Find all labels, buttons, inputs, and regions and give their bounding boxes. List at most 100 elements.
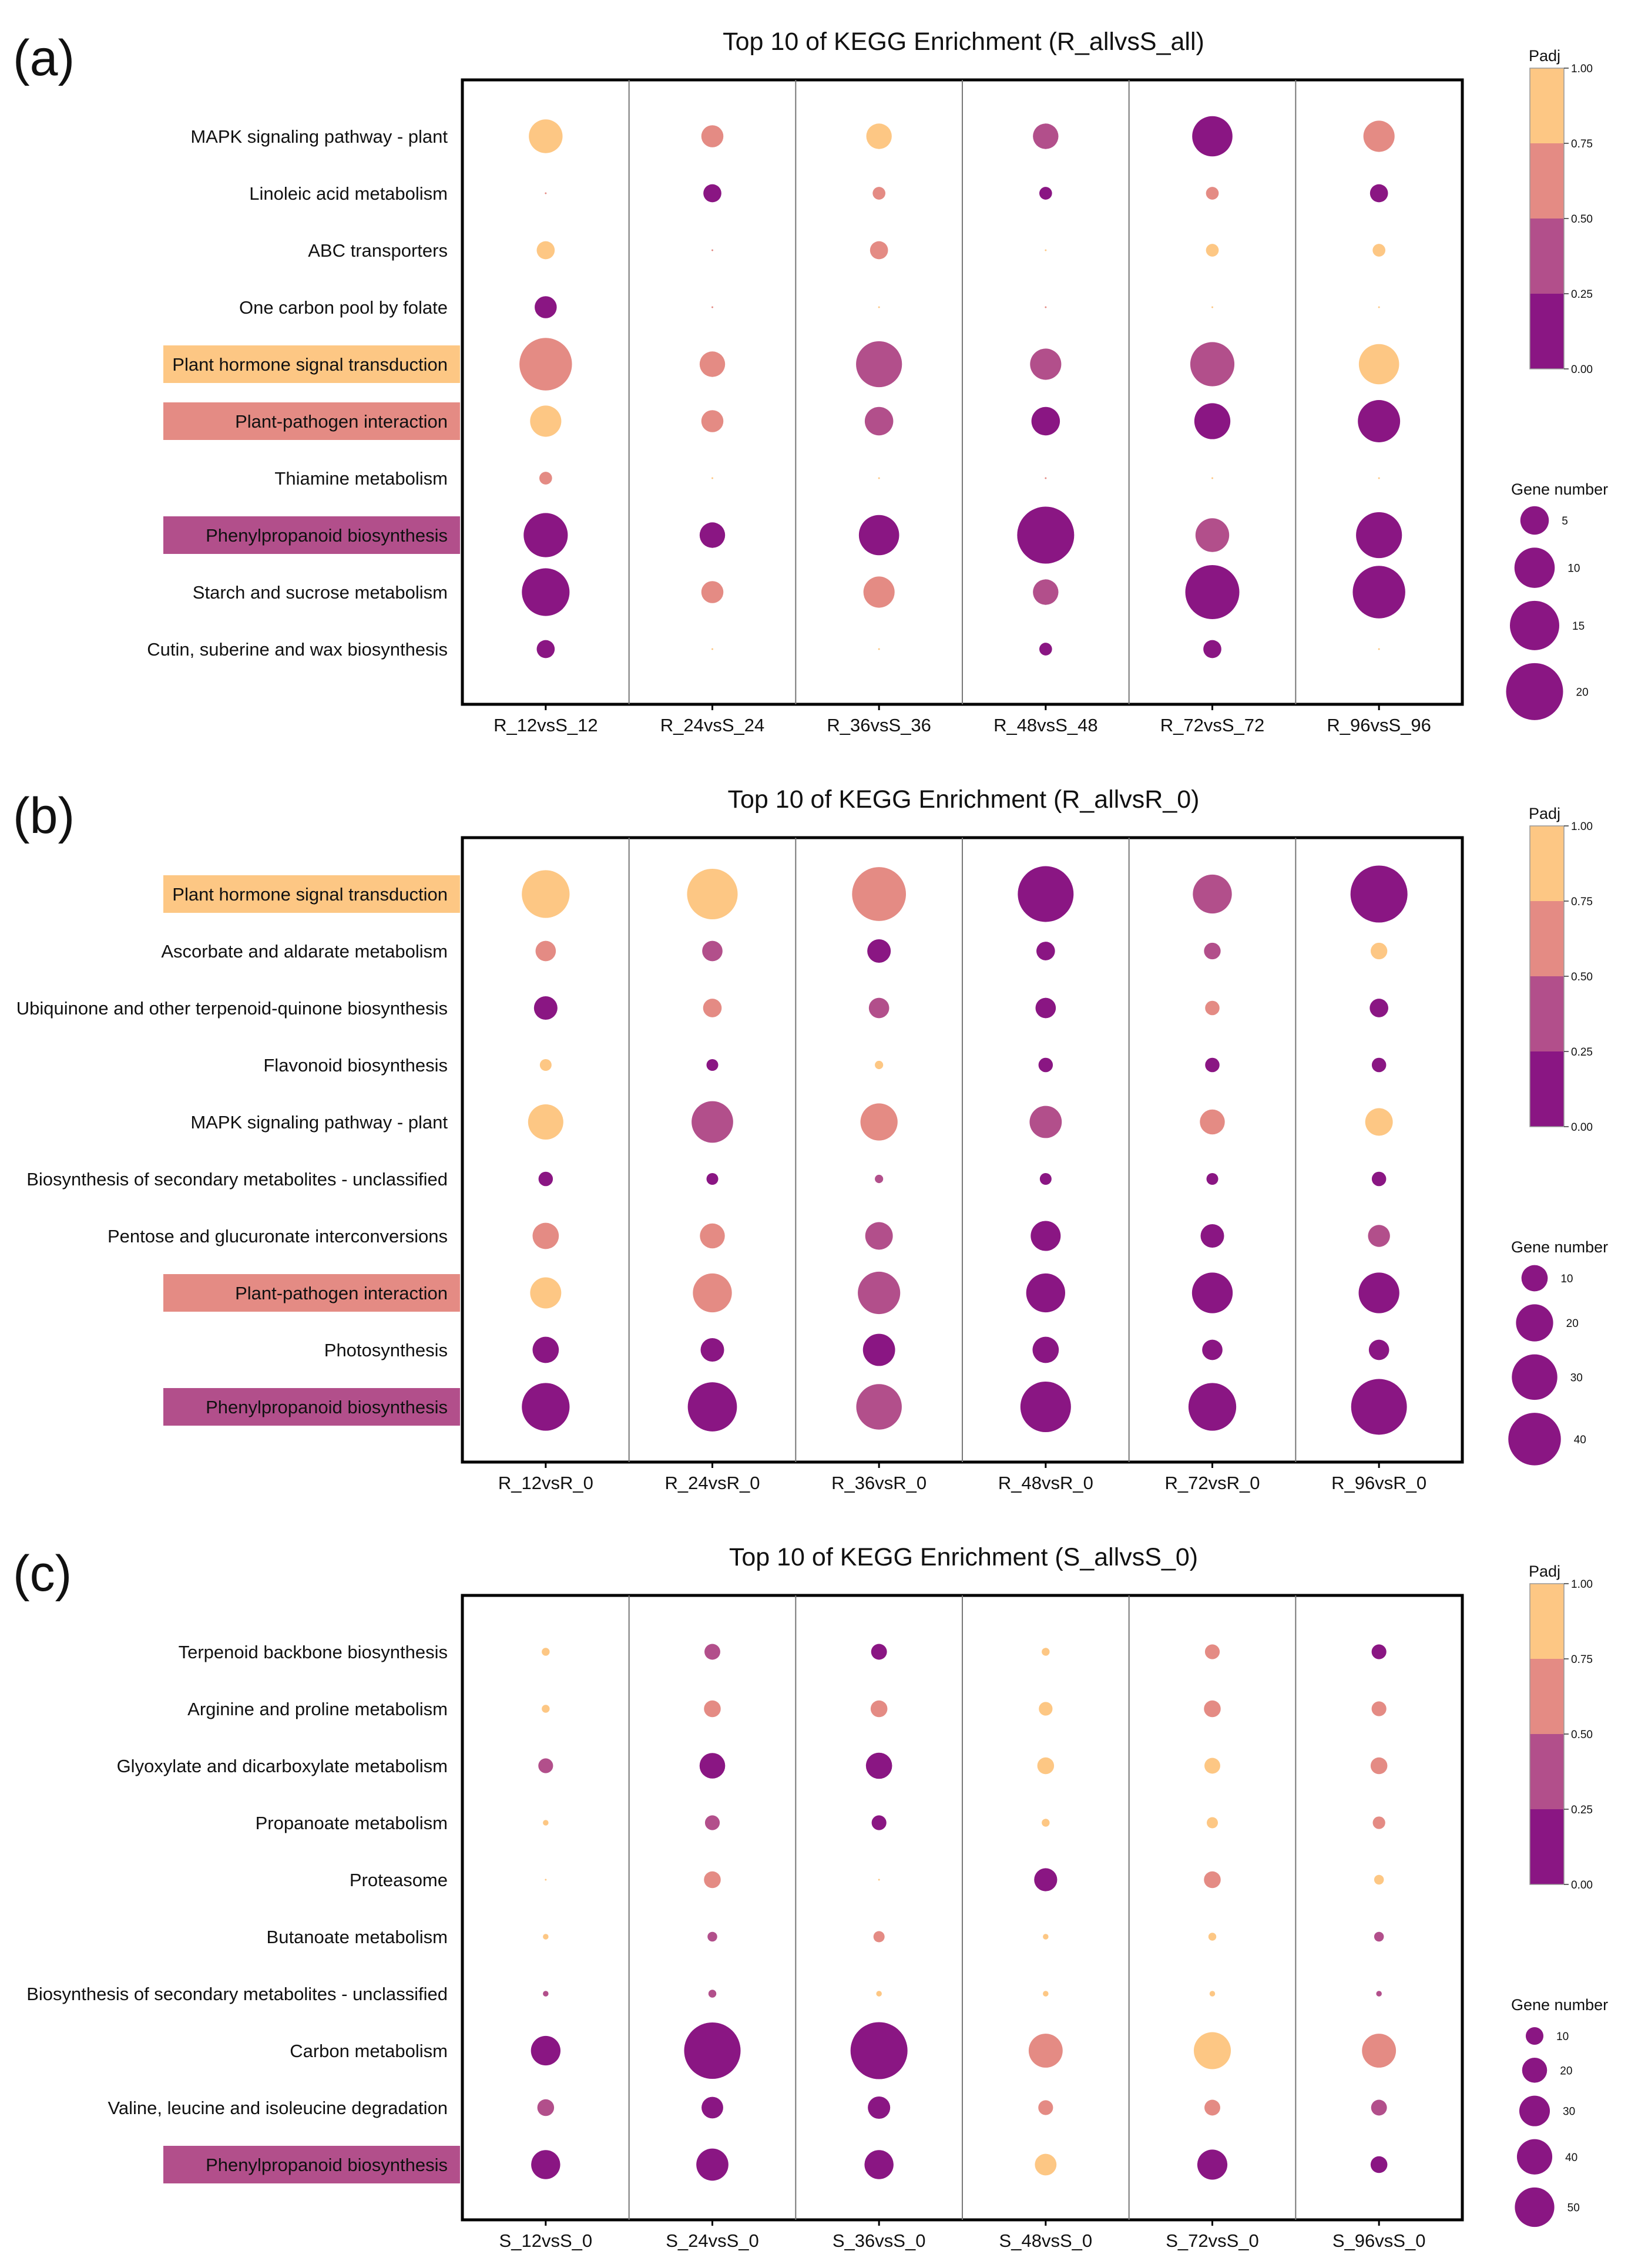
- panel-b-row-labels: Plant hormone signal transduction Ascorba…: [16, 884, 448, 1417]
- panel-c-bubble: [543, 1991, 549, 1997]
- panel-c-size-legend-label: 10: [1556, 2031, 1569, 2043]
- panel-b-bubble: [856, 1384, 902, 1430]
- panel-c-bubble: [704, 1700, 721, 1718]
- panel-a-bubble: [1195, 518, 1230, 552]
- panel-c-row-label-propanoate-metabolism: Propanoate metabolism: [256, 1813, 448, 1833]
- panel-b-bubble: [532, 1336, 559, 1363]
- panel-b-bubble: [692, 1101, 733, 1143]
- panel-b-colorbar-segment: [1530, 976, 1564, 1051]
- panel-b-colorbar-tick-label: 1.00: [1571, 821, 1593, 833]
- panel-c-column-label-s-48vss-0: S_48vsS_0: [999, 2230, 1093, 2251]
- panel-a-column-dividers: [628, 80, 1297, 704]
- panel-c-row-label-proteasome: Proteasome: [350, 1870, 448, 1890]
- panel-b-bubble: [1018, 866, 1074, 922]
- panel-c-size-legend-dot: [1515, 2187, 1555, 2227]
- panel-a-bubble: [545, 192, 547, 194]
- panel-a-column-label-r-72vss-72: R_72vsS_72: [1160, 715, 1265, 735]
- panel-c-bubble: [864, 2150, 894, 2179]
- panel-c-bubble: [1209, 1991, 1216, 1997]
- panel-a-colorbar-tick-label: 0.25: [1571, 288, 1593, 301]
- panel-a-bubble: [711, 249, 713, 251]
- panel-a-bubble: [1045, 477, 1047, 479]
- panel-a-bubble: [699, 522, 726, 548]
- panel-a-colorbar-segment: [1530, 143, 1564, 219]
- panel-c-bubble: [1376, 1991, 1382, 1997]
- panel-a-row-label-plant-pathogen-interaction: Plant-pathogen interaction: [235, 411, 448, 432]
- panel-c-bubble: [1028, 2034, 1063, 2068]
- panel-c-bubble: [868, 2096, 891, 2119]
- panel-b-bubble: [1188, 1383, 1237, 1431]
- panel-c-bubble: [1193, 2032, 1231, 2069]
- panel-c-colorbar-segment: [1530, 1584, 1564, 1659]
- panel-a-bubble: [870, 241, 888, 260]
- panel-b-size-legend: Gene number 10 20 30 40: [1508, 1238, 1608, 1466]
- panel-a-colorbar-segment: [1530, 68, 1564, 143]
- panel-b-colorbar-segment: [1530, 901, 1564, 976]
- panel-b-bubble: [875, 1060, 884, 1070]
- panel-a-row-label-mapk-signaling-pathway-plant: MAPK signaling pathway - plant: [190, 126, 448, 147]
- panel-a-bubble: [856, 341, 902, 388]
- panel-c-bubble: [1370, 1757, 1388, 1775]
- panel-b-bubbles: [522, 865, 1408, 1435]
- panel-b-bubble: [1351, 1379, 1407, 1435]
- panel-b-bubble: [687, 868, 738, 920]
- panel-c-bubble: [1037, 1757, 1055, 1775]
- panel-a-column-label-r-48vss-48: R_48vsS_48: [993, 715, 1098, 735]
- panel-b-title: Top 10 of KEGG Enrichment (R_allvsR_0): [728, 785, 1200, 814]
- panel-a-bubble: [1363, 120, 1395, 152]
- panel-b-highlight-phenylpropanoid-biosynthesis: [163, 1388, 460, 1426]
- panel-b-highlight-plant-hormone-signal-transduction: [163, 875, 460, 913]
- panel-a-bubble: [539, 472, 552, 485]
- panel-b-bubble: [862, 1333, 895, 1366]
- panel-b-column-label-r-12vsr-0: R_12vsR_0: [498, 1473, 593, 1493]
- panel-b-row-label-pentose-and-glucuronate-interconversions: Pentose and glucuronate interconversions: [108, 1226, 448, 1246]
- panel-c-bubble: [1043, 1934, 1049, 1940]
- panel-c-row-highlights: [163, 2146, 460, 2183]
- panel-c-label: (c): [13, 1545, 72, 1602]
- panel-b-size-legend-label: 20: [1566, 1318, 1579, 1330]
- panel-a-row-label-starch-and-sucrose-metabolism: Starch and sucrose metabolism: [193, 582, 448, 603]
- panel-c-colorbar-tick-label: 0.50: [1571, 1729, 1593, 1741]
- panel-b-bubble: [1191, 1272, 1233, 1313]
- panel-a-bubble: [519, 338, 572, 391]
- panel-b-column-dividers: [628, 838, 1297, 1462]
- panel-a-column-label-r-24vss-24: R_24vsS_24: [660, 715, 765, 735]
- panel-b-bubble: [702, 940, 723, 962]
- panel-b-size-legend-dot: [1508, 1413, 1561, 1466]
- panel-a-colorbar-tick-label: 0.75: [1571, 138, 1593, 150]
- panel-b-colorbar: Padj 0.00 0.25 0.50 0.75 1.00: [1529, 805, 1593, 1134]
- panel-b-bubble: [1193, 874, 1232, 914]
- panel-b-bubble: [865, 1222, 893, 1250]
- panel-c-bubble: [545, 1879, 547, 1881]
- panel-b-row-label-plant-hormone-signal-transduction: Plant hormone signal transduction: [172, 884, 448, 905]
- panel-c-size-legend: Gene number 10 20 30 40 50: [1511, 1996, 1608, 2227]
- panel-b-bubble: [700, 1338, 724, 1362]
- panel-a-bubble: [1358, 344, 1399, 385]
- panel-a-bubbles: [519, 116, 1405, 658]
- panel-c-bubble: [537, 2099, 555, 2116]
- panel-b-colorbar-tick-label: 0.75: [1571, 896, 1593, 908]
- panel-c-bubble: [531, 2035, 560, 2066]
- panel-c-bubble: [531, 2150, 560, 2179]
- panel-b-bubble: [532, 1222, 559, 1249]
- panel-b-row-label-ubiquinone-and-other-terpenoid-quinone-biosynthesis: Ubiquinone and other terpenoid-quinone b…: [16, 998, 448, 1019]
- panel-b-bubble: [1026, 1273, 1066, 1313]
- panel-b-bubble: [875, 1174, 884, 1184]
- panel-c-bubble: [1204, 1871, 1221, 1889]
- panel-a-row-label-thiamine-metabolism: Thiamine metabolism: [274, 468, 448, 489]
- panel-b-row-label-phenylpropanoid-biosynthesis: Phenylpropanoid biosynthesis: [206, 1397, 448, 1417]
- panel-c-bubble: [704, 1815, 720, 1830]
- panel-b-row-label-photosynthesis: Photosynthesis: [324, 1340, 448, 1360]
- panel-c-highlight-phenylpropanoid-biosynthesis: [163, 2146, 460, 2183]
- panel-b-column-labels: R_12vsR_0 R_24vsR_0 R_36vsR_0 R_48vsR_0 R_72…: [498, 1462, 1426, 1493]
- panel-c-bubble: [704, 1644, 720, 1660]
- panel-b-colorbar-segment: [1530, 1051, 1564, 1127]
- panel-b-bubble: [706, 1172, 719, 1185]
- panel-a-row-highlights: [163, 345, 460, 554]
- panel-a-bubble: [1369, 184, 1388, 203]
- panel-c-colorbar-title: Padj: [1529, 1563, 1560, 1580]
- panel-a-bubble: [1378, 648, 1380, 650]
- panel-c-bubble: [1370, 2156, 1388, 2173]
- panel-b-row-label-ascorbate-and-aldarate-metabolism: Ascorbate and aldarate metabolism: [161, 941, 448, 962]
- panel-c-bubble: [878, 1879, 880, 1881]
